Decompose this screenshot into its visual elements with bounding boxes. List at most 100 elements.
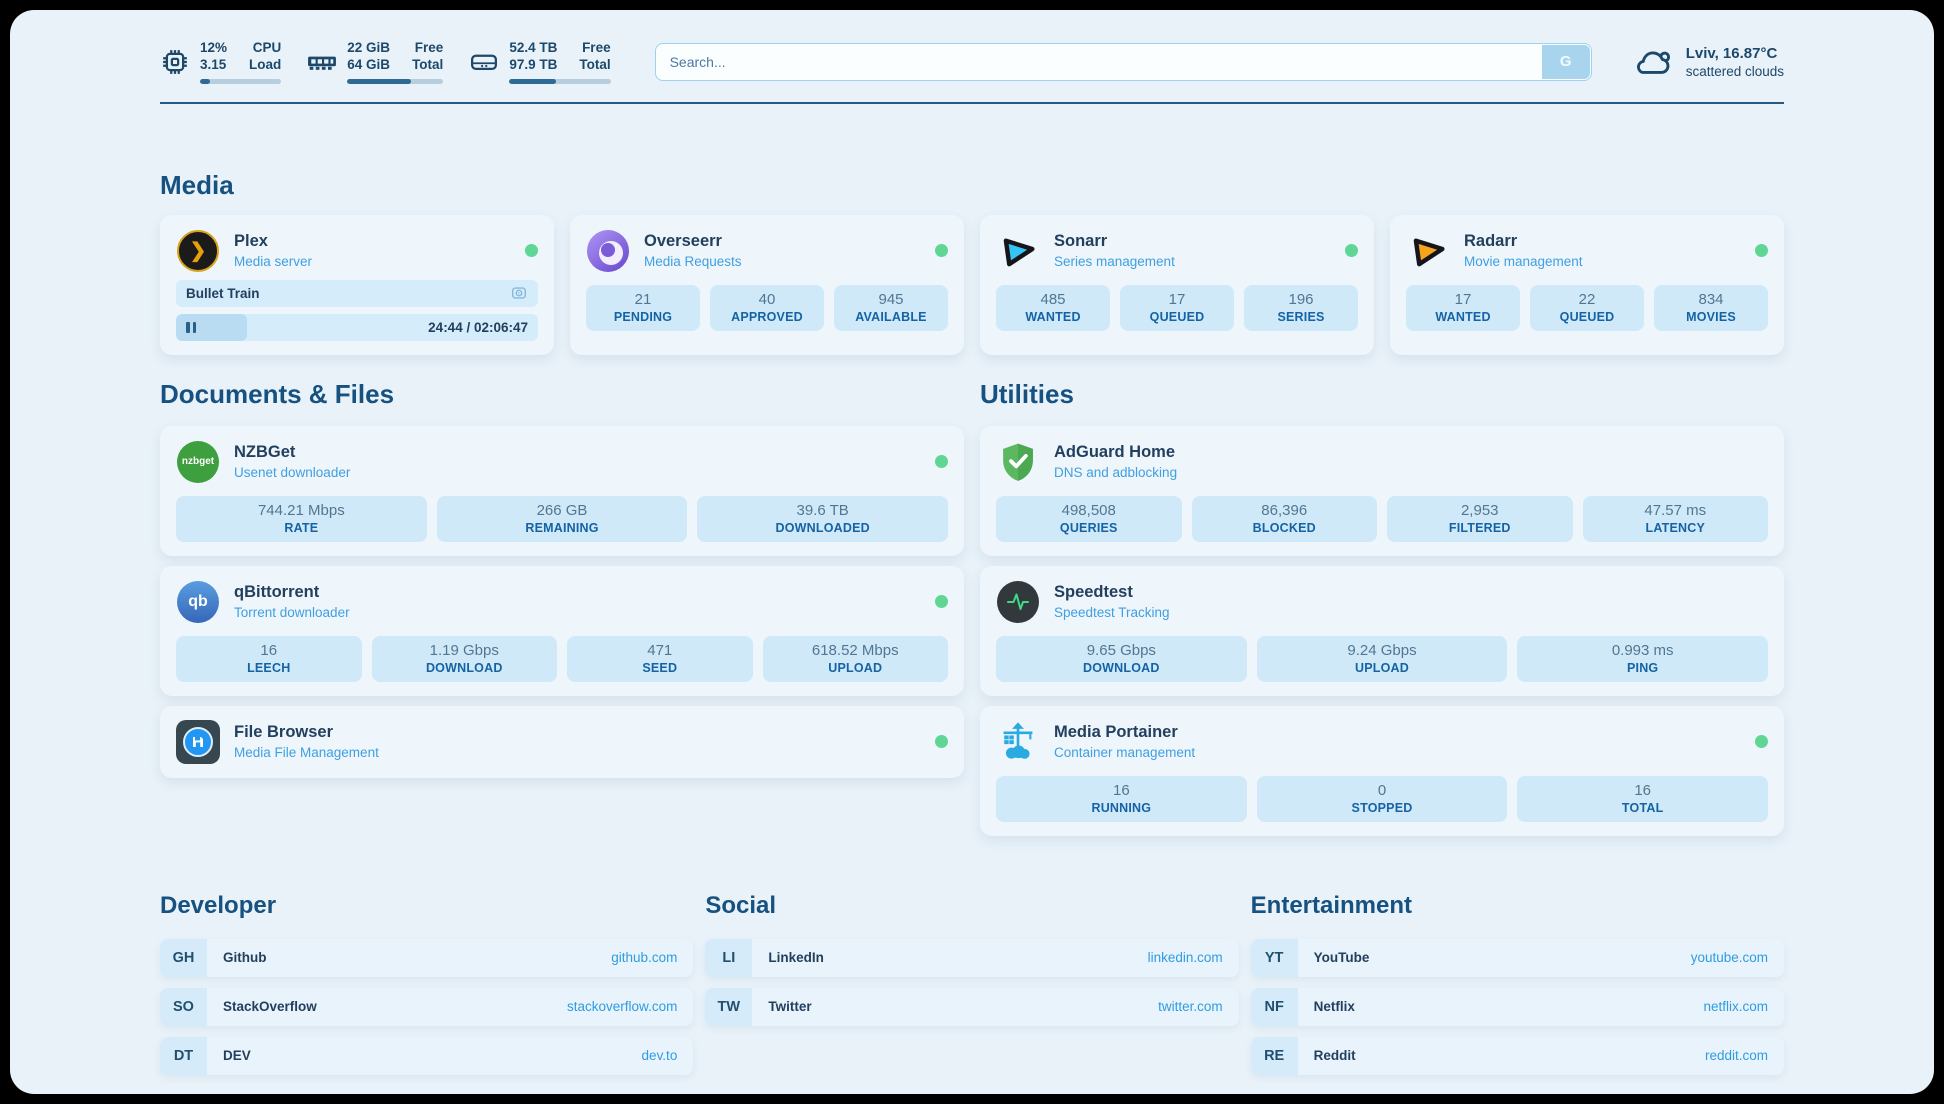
social-section: Social LI LinkedIn linkedin.com TW Twitt… bbox=[705, 891, 1239, 1075]
nzbget-stat-rate: 744.21 Mbps RATE bbox=[176, 495, 427, 542]
cpu-progress-fill bbox=[200, 78, 210, 84]
memory-free-label: Free bbox=[414, 40, 444, 55]
stackoverflow-badge: SO bbox=[160, 987, 207, 1026]
portainer-stat-total: 16 TOTAL bbox=[1517, 775, 1769, 822]
reddit-badge: RE bbox=[1250, 1036, 1298, 1075]
plex-progress-bar[interactable]: 24:44 / 02:06:47 bbox=[176, 313, 538, 341]
sonarr-name: Sonarr bbox=[1054, 232, 1108, 251]
qbittorrent-stat-seed: 471 SEED bbox=[567, 635, 753, 682]
card-filebrowser[interactable]: File Browser Media File Management bbox=[160, 705, 964, 778]
card-radarr[interactable]: Radarr Movie management 17 WANTED 22 QUE… bbox=[1390, 214, 1784, 355]
disk-free-value: 52.4 TB bbox=[509, 40, 558, 55]
radarr-subtitle: Movie management bbox=[1464, 254, 1583, 270]
header-divider bbox=[160, 101, 1784, 104]
disk-total-value: 97.9 TB bbox=[509, 56, 558, 72]
portainer-icon bbox=[1003, 722, 1033, 759]
link-youtube[interactable]: YT YouTube youtube.com bbox=[1250, 938, 1784, 977]
dev-badge: DT bbox=[160, 1036, 207, 1075]
entertainment-section: Entertainment YT YouTube youtube.com NF … bbox=[1250, 891, 1784, 1075]
filebrowser-status-dot bbox=[935, 735, 948, 749]
qbittorrent-stat-download: 1.19 Gbps DOWNLOAD bbox=[371, 635, 557, 682]
plex-now-playing-title: Bullet Train bbox=[186, 285, 260, 301]
section-title-documents: Documents & Files bbox=[160, 378, 395, 409]
adguard-name: AdGuard Home bbox=[1054, 443, 1176, 462]
disk-progress-fill bbox=[509, 78, 556, 84]
sonarr-status-dot bbox=[1345, 244, 1358, 258]
qbittorrent-stat-upload: 618.52 Mbps UPLOAD bbox=[762, 635, 948, 682]
speedtest-stat-ping: 0.993 ms PING bbox=[1517, 635, 1769, 682]
disk-progress-track bbox=[509, 78, 611, 84]
media-cards-row: ❯ Plex Media server Bullet Train bbox=[160, 214, 1784, 355]
section-title-media: Media bbox=[160, 169, 234, 200]
card-overseerr[interactable]: Overseerr Media Requests 21 PENDING 40 A… bbox=[570, 214, 964, 355]
github-badge: GH bbox=[160, 938, 207, 977]
nzbget-name: NZBGet bbox=[234, 443, 296, 462]
section-title-entertainment: Entertainment bbox=[1250, 891, 1413, 919]
cpu-stat: 12% 3.15 CPU Load bbox=[160, 40, 282, 84]
qbittorrent-status-dot bbox=[935, 595, 948, 609]
filebrowser-icon bbox=[176, 719, 220, 764]
disk-stat: 52.4 TB 97.9 TB Free Total bbox=[469, 40, 611, 84]
overseerr-name: Overseerr bbox=[644, 232, 722, 251]
radarr-stat-movies: 834 MOVIES bbox=[1654, 284, 1768, 331]
search-input[interactable] bbox=[654, 42, 1592, 81]
radarr-stat-wanted: 17 WANTED bbox=[1406, 284, 1520, 331]
portainer-subtitle: Container management bbox=[1054, 745, 1196, 761]
speedtest-subtitle: Speedtest Tracking bbox=[1054, 605, 1170, 621]
link-dev[interactable]: DT DEV dev.to bbox=[160, 1036, 694, 1075]
radarr-stat-queued: 22 QUEUED bbox=[1530, 284, 1644, 331]
overseerr-icon bbox=[587, 229, 629, 272]
plex-subtitle: Media server bbox=[234, 254, 313, 270]
adguard-stat-filtered: 2,953 FILTERED bbox=[1387, 495, 1573, 542]
adguard-stat-blocked: 86,396 BLOCKED bbox=[1191, 495, 1377, 542]
memory-total-value: 64 GiB bbox=[347, 56, 391, 72]
link-linkedin[interactable]: LI LinkedIn linkedin.com bbox=[705, 938, 1239, 977]
link-netflix[interactable]: NF Netflix netflix.com bbox=[1250, 987, 1784, 1026]
card-plex[interactable]: ❯ Plex Media server Bullet Train bbox=[160, 214, 554, 355]
link-github[interactable]: GH Github github.com bbox=[160, 938, 694, 977]
dashboard-page: 12% 3.15 CPU Load bbox=[10, 10, 1934, 1094]
speedtest-name: Speedtest bbox=[1054, 583, 1133, 602]
card-sonarr[interactable]: Sonarr Series management 485 WANTED 17 Q… bbox=[980, 214, 1374, 355]
plex-icon: ❯ bbox=[177, 229, 219, 272]
adguard-stat-queries: 498,508 QUERIES bbox=[996, 495, 1182, 542]
cpu-progress-track bbox=[200, 78, 282, 84]
section-title-utilities: Utilities bbox=[980, 378, 1074, 409]
card-qbittorrent[interactable]: qb qBittorrent Torrent downloader 16 LEE… bbox=[160, 565, 964, 696]
netflix-badge: NF bbox=[1250, 987, 1298, 1026]
nzbget-subtitle: Usenet downloader bbox=[234, 465, 351, 481]
top-bar: 12% 3.15 CPU Load bbox=[160, 40, 1784, 84]
section-title-developer: Developer bbox=[160, 891, 277, 919]
utilities-column: Utilities AdGuard Home bbox=[980, 379, 1784, 836]
radarr-name: Radarr bbox=[1464, 232, 1518, 251]
cpu-icon bbox=[163, 50, 187, 74]
weather-location: Lviv, 16.87°C bbox=[1685, 44, 1778, 62]
card-portainer[interactable]: Media Portainer Container management 16 … bbox=[980, 705, 1784, 836]
speedtest-stat-upload: 9.24 Gbps UPLOAD bbox=[1256, 635, 1508, 682]
weather-widget: Lviv, 16.87°C scattered clouds bbox=[1632, 45, 1784, 79]
plex-time: 24:44 / 02:06:47 bbox=[428, 319, 528, 335]
radarr-status-dot bbox=[1755, 244, 1768, 258]
search-engine-button[interactable]: G bbox=[1541, 44, 1590, 79]
link-stackoverflow[interactable]: SO StackOverflow stackoverflow.com bbox=[160, 987, 694, 1026]
link-twitter[interactable]: TW Twitter twitter.com bbox=[705, 987, 1239, 1026]
adguard-icon bbox=[1003, 443, 1033, 481]
card-speedtest[interactable]: Speedtest Speedtest Tracking 9.65 Gbps D… bbox=[980, 565, 1784, 696]
cloud-icon bbox=[1636, 51, 1670, 74]
memory-free-value: 22 GiB bbox=[347, 40, 391, 55]
overseerr-subtitle: Media Requests bbox=[644, 254, 742, 270]
radarr-icon bbox=[1413, 238, 1445, 267]
card-nzbget[interactable]: nzbget NZBGet Usenet downloader 744.21 M… bbox=[160, 425, 964, 556]
plex-now-playing: Bullet Train bbox=[176, 279, 538, 307]
cpu-percent: 12% bbox=[200, 40, 228, 55]
youtube-badge: YT bbox=[1250, 938, 1298, 977]
speedtest-stat-download: 9.65 Gbps DOWNLOAD bbox=[996, 635, 1247, 682]
memory-progress-track bbox=[347, 78, 444, 84]
link-reddit[interactable]: RE Reddit reddit.com bbox=[1250, 1036, 1784, 1075]
sonarr-stat-wanted: 485 WANTED bbox=[996, 284, 1110, 331]
pause-icon[interactable] bbox=[186, 321, 196, 333]
section-title-social: Social bbox=[705, 891, 777, 919]
speedtest-icon bbox=[997, 580, 1039, 623]
card-adguard[interactable]: AdGuard Home DNS and adblocking 498,508 … bbox=[980, 425, 1784, 556]
overseerr-status-dot bbox=[935, 244, 948, 258]
